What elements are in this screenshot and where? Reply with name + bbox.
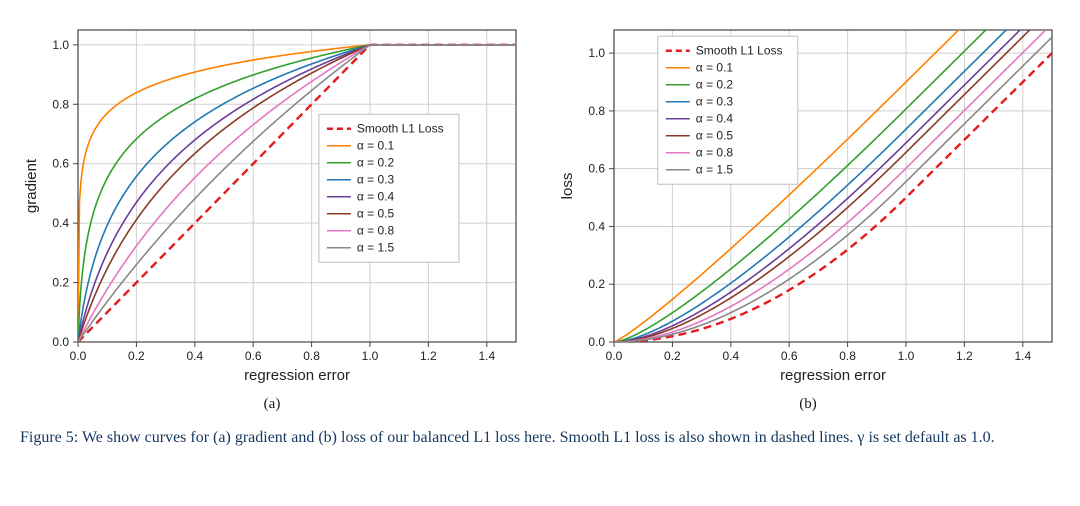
svg-text:0.2: 0.2 — [52, 276, 69, 290]
svg-text:0.8: 0.8 — [303, 349, 320, 363]
panel-b-label: (b) — [799, 396, 817, 413]
svg-text:0.6: 0.6 — [52, 157, 69, 171]
svg-text:1.0: 1.0 — [588, 46, 605, 60]
svg-text:loss: loss — [559, 173, 576, 200]
svg-text:Smooth L1 Loss: Smooth L1 Loss — [696, 44, 783, 58]
chart-col-a: 0.0 0.2 0.4 0.6 0.8 1.0 1.2 1.4 0.0 0.2 0.4 0.6 0.8 1… — [18, 12, 526, 413]
svg-text:0.0: 0.0 — [606, 349, 623, 363]
svg-text:0.4: 0.4 — [52, 216, 69, 230]
svg-text:α = 0.4: α = 0.4 — [357, 190, 395, 204]
figure-container: 0.0 0.2 0.4 0.6 0.8 1.0 1.2 1.4 0.0 0.2 0.4 0.6 0.8 1… — [0, 0, 1080, 506]
svg-text:α = 0.1: α = 0.1 — [357, 139, 395, 153]
svg-text:α = 0.8: α = 0.8 — [696, 146, 734, 160]
svg-text:0.6: 0.6 — [781, 349, 798, 363]
svg-text:Smooth L1 Loss: Smooth L1 Loss — [357, 122, 444, 136]
chart-col-b: 0.0 0.2 0.4 0.6 0.8 1.0 1.2 1.4 0.0 0.2 0.4 0.6 0.8 1… — [554, 12, 1062, 413]
svg-text:α = 0.8: α = 0.8 — [357, 224, 395, 238]
svg-text:α = 0.3: α = 0.3 — [696, 95, 734, 109]
svg-text:0.0: 0.0 — [588, 335, 605, 349]
gradient-chart: 0.0 0.2 0.4 0.6 0.8 1.0 1.2 1.4 0.0 0.2 0.4 0.6 0.8 1… — [18, 12, 526, 392]
svg-text:0.4: 0.4 — [722, 349, 739, 363]
figure-number: Figure 5: — [20, 429, 78, 446]
svg-text:α = 0.5: α = 0.5 — [696, 129, 734, 143]
svg-text:0.4: 0.4 — [186, 349, 203, 363]
svg-text:0.4: 0.4 — [588, 219, 605, 233]
svg-text:α = 0.4: α = 0.4 — [696, 112, 734, 126]
svg-text:0.8: 0.8 — [839, 349, 856, 363]
svg-text:1.2: 1.2 — [956, 349, 973, 363]
svg-text:0.8: 0.8 — [52, 97, 69, 111]
svg-text:0.2: 0.2 — [128, 349, 145, 363]
svg-text:α = 1.5: α = 1.5 — [696, 163, 734, 177]
svg-text:0.0: 0.0 — [70, 349, 87, 363]
charts-row: 0.0 0.2 0.4 0.6 0.8 1.0 1.2 1.4 0.0 0.2 0.4 0.6 0.8 1… — [18, 12, 1062, 413]
loss-chart: 0.0 0.2 0.4 0.6 0.8 1.0 1.2 1.4 0.0 0.2 0.4 0.6 0.8 1… — [554, 12, 1062, 392]
svg-text:regression error: regression error — [244, 367, 350, 384]
svg-text:α = 0.2: α = 0.2 — [696, 78, 734, 92]
svg-text:1.0: 1.0 — [52, 38, 69, 52]
svg-text:gradient: gradient — [23, 158, 40, 213]
svg-text:0.6: 0.6 — [588, 162, 605, 176]
svg-text:1.0: 1.0 — [362, 349, 379, 363]
panel-a-label: (a) — [264, 396, 281, 413]
svg-text:0.6: 0.6 — [245, 349, 262, 363]
svg-text:1.0: 1.0 — [898, 349, 915, 363]
figure-caption-text: We show curves for (a) gradient and (b) … — [82, 429, 995, 446]
svg-text:regression error: regression error — [780, 367, 886, 384]
svg-text:α = 0.1: α = 0.1 — [696, 61, 734, 75]
figure-caption: Figure 5: We show curves for (a) gradien… — [18, 427, 1062, 449]
svg-text:α = 0.2: α = 0.2 — [357, 156, 395, 170]
svg-text:0.2: 0.2 — [588, 277, 605, 291]
svg-text:0.2: 0.2 — [664, 349, 681, 363]
svg-text:1.2: 1.2 — [420, 349, 437, 363]
svg-text:α = 0.5: α = 0.5 — [357, 207, 395, 221]
svg-text:1.4: 1.4 — [478, 349, 495, 363]
svg-text:0.8: 0.8 — [588, 104, 605, 118]
svg-text:α = 0.3: α = 0.3 — [357, 173, 395, 187]
svg-text:α = 1.5: α = 1.5 — [357, 241, 395, 255]
svg-text:0.0: 0.0 — [52, 335, 69, 349]
svg-text:1.4: 1.4 — [1014, 349, 1031, 363]
